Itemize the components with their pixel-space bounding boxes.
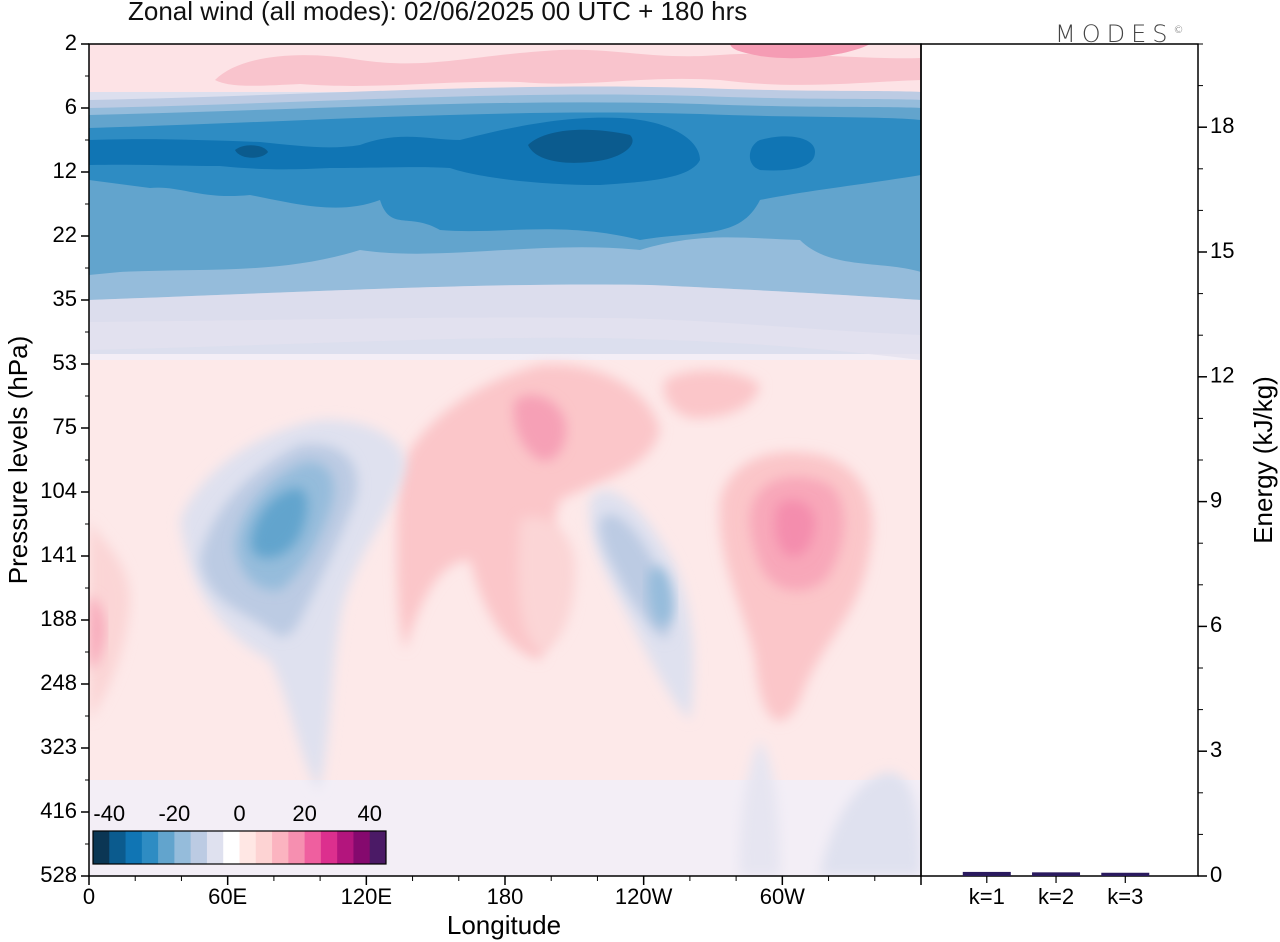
energy-category-label: k=3 bbox=[1107, 884, 1143, 909]
colorbar-swatch bbox=[288, 831, 306, 864]
colorbar-swatch bbox=[272, 831, 289, 864]
easterly-core-east bbox=[749, 136, 815, 171]
colorbar-swatch bbox=[158, 831, 175, 864]
x-axis-label: Longitude bbox=[447, 910, 561, 940]
colorbar-swatch bbox=[223, 831, 240, 864]
colorbar-label: 40 bbox=[357, 801, 381, 826]
energy-bar-chart: 0 3 6 9 12 15 18 k=1 k=2 k=3 bbox=[962, 43, 1234, 909]
colorbar-swatch bbox=[239, 831, 257, 864]
easterly-lower-right bbox=[820, 772, 921, 876]
colorbar-swatch bbox=[304, 831, 322, 864]
westerly-region-center-low bbox=[518, 516, 576, 650]
x-tick-label: 180 bbox=[487, 884, 524, 909]
westerly-patch-mid-strong bbox=[513, 395, 566, 461]
energy-axis-label: Energy (kJ/kg) bbox=[1248, 376, 1278, 544]
energy-bar bbox=[1032, 872, 1081, 876]
colorbar-label: -40 bbox=[93, 801, 125, 826]
energy-panel-frame bbox=[920, 43, 1199, 877]
westerly-max-60w bbox=[775, 500, 815, 557]
stratosphere-stronger-patch bbox=[215, 49, 921, 86]
y-tick-label: 12 bbox=[53, 158, 77, 183]
colorbar-swatch bbox=[255, 831, 273, 864]
energy-category-label: k=1 bbox=[969, 884, 1005, 909]
easterly-max-patch bbox=[528, 129, 633, 163]
chart-title: Zonal wind (all modes): 02/06/2025 00 UT… bbox=[128, 0, 748, 26]
westerly-region-west bbox=[89, 520, 130, 720]
easterly-120w-core bbox=[647, 566, 673, 626]
y-axis-label: Pressure levels (hPa) bbox=[3, 336, 33, 585]
x-tick-label: 60W bbox=[760, 884, 805, 909]
x-tick-label: 120W bbox=[615, 884, 673, 909]
colorbar-label: 0 bbox=[233, 801, 245, 826]
y-tick-label: 104 bbox=[40, 478, 77, 503]
colorbar-swatch bbox=[109, 831, 127, 864]
colorbar-swatch bbox=[369, 831, 387, 864]
y-tick-label: 35 bbox=[53, 286, 77, 311]
x-tick-label: 60E bbox=[208, 884, 247, 909]
colorbar-swatch bbox=[125, 831, 143, 864]
energy-tick-label: 6 bbox=[1210, 612, 1222, 637]
colorbar-swatch bbox=[353, 831, 371, 864]
y-tick-label: 141 bbox=[40, 542, 77, 567]
energy-tick-label: 18 bbox=[1210, 113, 1234, 138]
y-tick-label: 75 bbox=[53, 414, 77, 439]
colorbar-swatch bbox=[174, 831, 192, 864]
wind-heatmap bbox=[89, 44, 921, 876]
y-tick-label: 6 bbox=[65, 94, 77, 119]
transition-band bbox=[89, 284, 921, 360]
colorbar-swatch bbox=[206, 831, 224, 864]
colorbar-swatch bbox=[337, 831, 354, 864]
colorbar-label: 20 bbox=[292, 801, 316, 826]
energy-category-label: k=2 bbox=[1038, 884, 1074, 909]
colorbar-swatch bbox=[190, 831, 208, 864]
y-tick-label: 323 bbox=[40, 734, 77, 759]
easterly-anomaly-core bbox=[250, 488, 308, 559]
colorbar: -40 -20 0 20 40 bbox=[92, 801, 387, 865]
energy-bar bbox=[962, 871, 1011, 876]
energy-tick-label: 9 bbox=[1210, 487, 1222, 512]
y-tick-label: 188 bbox=[40, 606, 77, 631]
colorbar-swatch bbox=[320, 831, 338, 864]
energy-tick-label: 12 bbox=[1210, 363, 1234, 388]
pressure-axis: 2 6 12 22 35 53 75 104 141 188 248 323 416 528 bbox=[40, 30, 89, 887]
y-tick-label: 2 bbox=[65, 30, 77, 55]
y-tick-label: 528 bbox=[40, 862, 77, 887]
energy-tick-label: 0 bbox=[1210, 862, 1222, 887]
colorbar-swatch bbox=[93, 831, 110, 864]
y-tick-label: 53 bbox=[53, 350, 77, 375]
energy-tick-label: 15 bbox=[1210, 238, 1234, 263]
stratosphere-max-patch bbox=[730, 44, 870, 59]
energy-tick-label: 3 bbox=[1210, 737, 1222, 762]
westerly-region-150w bbox=[663, 370, 760, 419]
westerly-region-mid bbox=[396, 364, 660, 660]
y-tick-label: 22 bbox=[53, 222, 77, 247]
y-tick-label: 248 bbox=[40, 670, 77, 695]
y-tick-label: 416 bbox=[40, 798, 77, 823]
easterly-lower-center bbox=[739, 740, 780, 876]
x-tick-label: 120E bbox=[341, 884, 392, 909]
x-tick-label: 0 bbox=[83, 884, 95, 909]
colorbar-label: -20 bbox=[158, 801, 190, 826]
colorbar-swatch bbox=[141, 831, 159, 864]
energy-bar bbox=[1101, 872, 1150, 876]
colorbar-frame bbox=[92, 830, 387, 865]
longitude-axis: 0 60E 120E 180 120W 60W bbox=[83, 876, 922, 909]
easterly-small-patch bbox=[235, 145, 268, 158]
westerly-patch-west bbox=[89, 595, 106, 668]
